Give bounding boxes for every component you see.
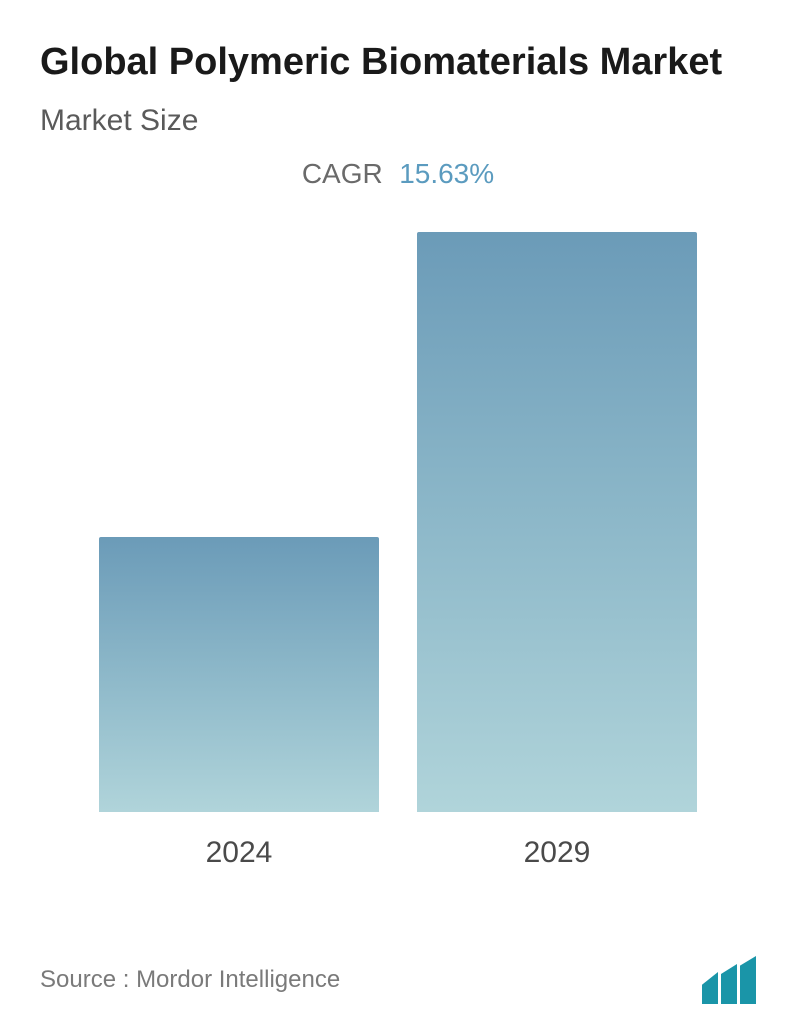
cagr-value: 15.63% xyxy=(399,158,494,189)
chart-title: Global Polymeric Biomaterials Market xyxy=(40,40,756,86)
source-label: Source : xyxy=(40,966,129,993)
logo-bar-3 xyxy=(740,956,756,1004)
bar-label-1: 2029 xyxy=(524,836,591,870)
bar-0 xyxy=(99,537,379,812)
source-text: Source : Mordor Intelligence xyxy=(40,966,340,994)
bar-label-0: 2024 xyxy=(206,836,273,870)
chart-area: 2024 2029 xyxy=(40,230,756,870)
source-name: Mordor Intelligence xyxy=(136,966,340,993)
cagr-label: CAGR xyxy=(302,158,383,189)
cagr-row: CAGR 15.63% xyxy=(40,158,756,190)
footer: Source : Mordor Intelligence xyxy=(40,956,756,1004)
bar-group-0: 2024 xyxy=(99,537,379,870)
bar-1 xyxy=(417,232,697,812)
mordor-logo-icon xyxy=(702,956,756,1004)
chart-subtitle: Market Size xyxy=(40,104,756,138)
logo-bar-1 xyxy=(702,972,718,1004)
bar-group-1: 2029 xyxy=(417,232,697,870)
logo-bar-2 xyxy=(721,964,737,1004)
